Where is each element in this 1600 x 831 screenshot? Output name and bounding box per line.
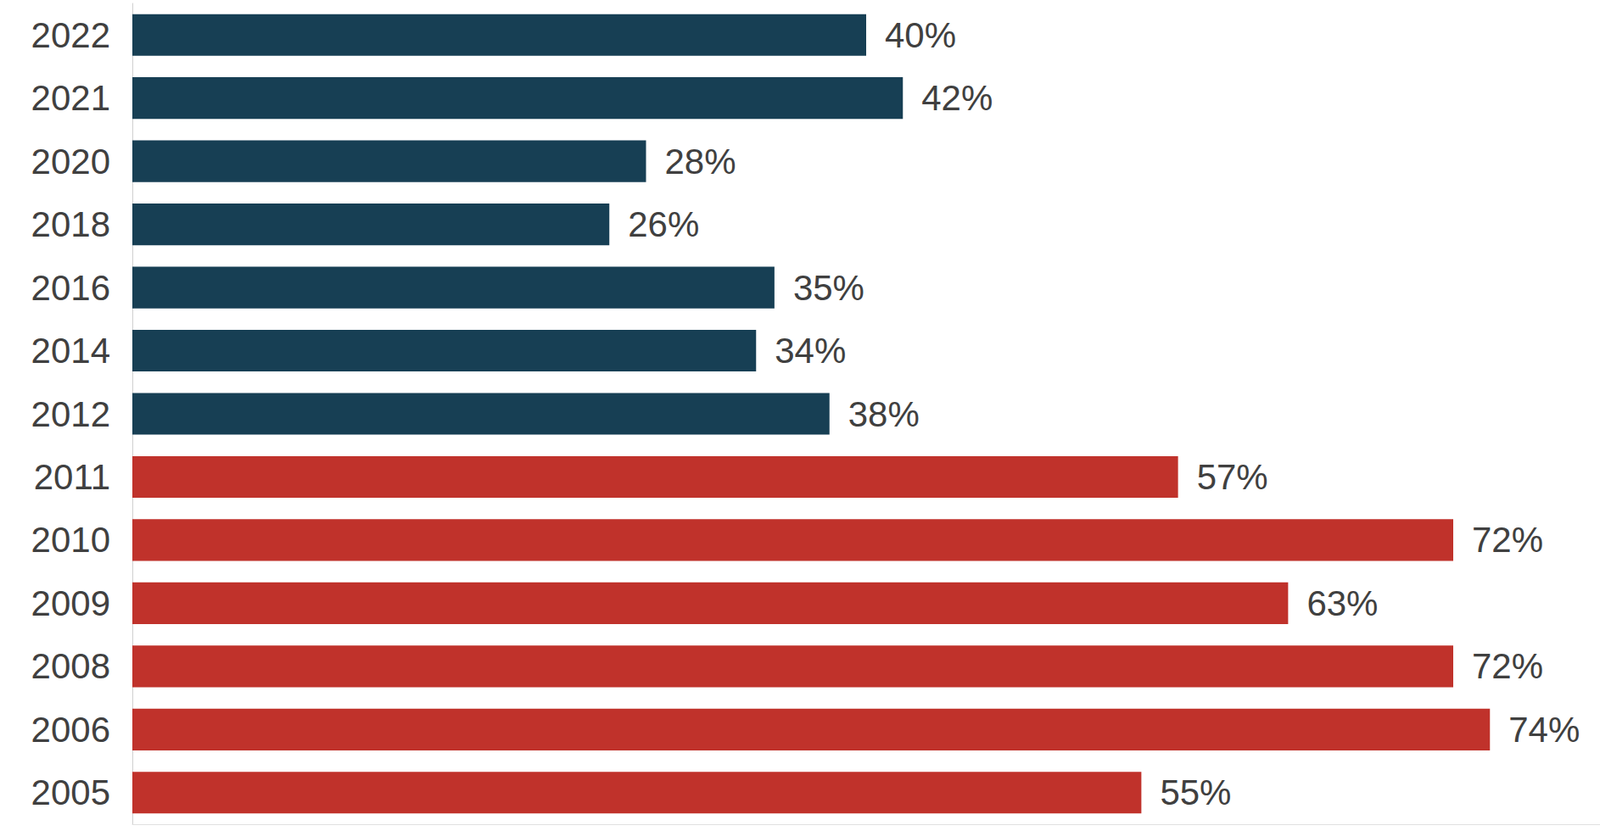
svg-text:38%: 38% xyxy=(848,394,920,435)
svg-text:2018: 2018 xyxy=(31,204,111,245)
svg-text:2020: 2020 xyxy=(31,141,111,182)
svg-text:28%: 28% xyxy=(665,141,737,182)
svg-text:2010: 2010 xyxy=(31,520,111,560)
svg-text:2005: 2005 xyxy=(31,772,111,813)
svg-text:72%: 72% xyxy=(1471,520,1544,560)
svg-text:40%: 40% xyxy=(884,15,957,56)
svg-text:74%: 74% xyxy=(1508,710,1580,750)
svg-text:2022: 2022 xyxy=(31,15,111,56)
svg-text:57%: 57% xyxy=(1197,457,1269,498)
svg-text:63%: 63% xyxy=(1306,583,1378,624)
svg-text:34%: 34% xyxy=(774,330,846,371)
svg-text:2011: 2011 xyxy=(33,457,111,498)
svg-text:2012: 2012 xyxy=(31,394,111,435)
svg-text:2006: 2006 xyxy=(31,710,111,750)
svg-text:2008: 2008 xyxy=(31,646,111,687)
svg-text:2016: 2016 xyxy=(31,268,111,308)
svg-text:55%: 55% xyxy=(1159,772,1231,813)
svg-text:26%: 26% xyxy=(627,204,700,245)
svg-text:2021: 2021 xyxy=(31,78,111,118)
svg-text:2009: 2009 xyxy=(31,583,111,624)
svg-text:72%: 72% xyxy=(1471,646,1544,687)
svg-text:2014: 2014 xyxy=(31,330,111,371)
svg-text:35%: 35% xyxy=(793,268,865,308)
svg-text:42%: 42% xyxy=(921,78,993,118)
